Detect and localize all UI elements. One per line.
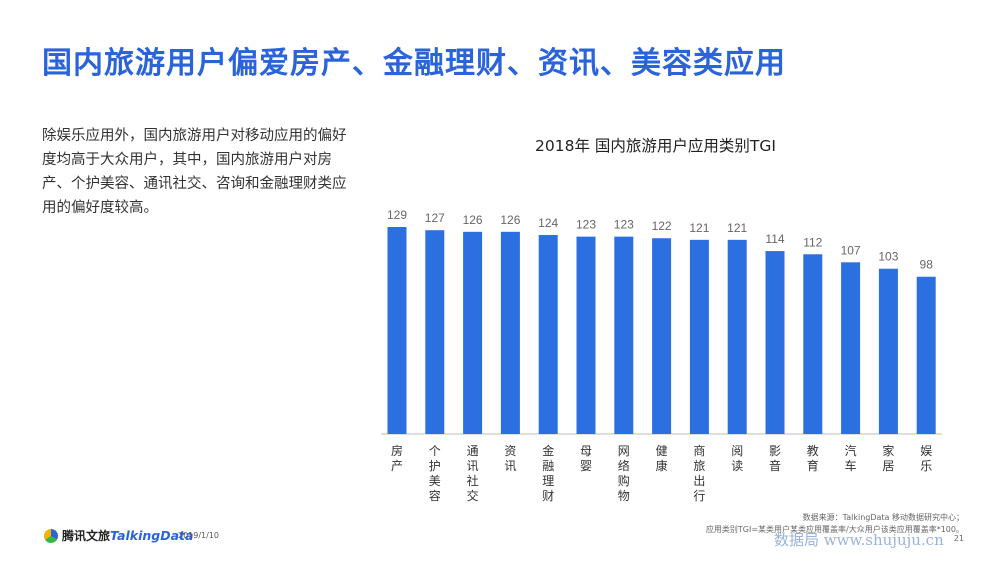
report-date: 2019/1/10 — [178, 531, 220, 540]
data-label: 124 — [538, 216, 558, 230]
category-label: 母婴 — [580, 444, 592, 473]
description-text: 除娱乐应用外，国内旅游用户对移动应用的偏好度均高于大众用户，其中，国内旅游用户对… — [42, 128, 347, 216]
tencent-culture-tourism-logo: 腾讯文旅 — [44, 527, 110, 544]
bar — [538, 235, 558, 434]
data-label: 123 — [614, 218, 634, 232]
bar — [803, 254, 823, 434]
bar — [878, 268, 898, 434]
data-source-note: 数据来源：TalkingData 移动数据研究中心； 应用类别TGI=某类用户某… — [706, 512, 964, 536]
data-label: 107 — [841, 243, 861, 257]
bar — [614, 236, 634, 434]
bar — [916, 276, 936, 434]
bar — [463, 231, 483, 434]
bar — [727, 239, 747, 434]
bar — [765, 251, 785, 434]
talkingdata-logo: TalkingData — [110, 528, 194, 543]
data-label: 98 — [920, 258, 934, 272]
bar — [387, 227, 407, 434]
bar — [576, 236, 596, 434]
tencent-logo-text: 腾讯文旅 — [62, 529, 111, 543]
category-label: 个护美容 — [429, 444, 441, 503]
source-line-2: 应用类别TGI=某类用户某类应用覆盖率/大众用户该类应用覆盖率*100。 — [705, 525, 964, 534]
data-label: 126 — [500, 213, 520, 227]
category-label: 娱乐 — [920, 444, 932, 473]
category-label: 影音 — [769, 444, 781, 473]
chart-title: 2018年 国内旅游用户应用类别TGI — [535, 137, 776, 155]
data-label: 127 — [425, 211, 445, 225]
bar — [425, 230, 445, 434]
data-label: 123 — [576, 218, 596, 232]
category-label: 房产 — [391, 443, 403, 473]
category-label: 阅读 — [731, 444, 743, 473]
data-label: 103 — [878, 250, 898, 264]
data-label: 112 — [803, 235, 822, 249]
bar — [689, 239, 709, 434]
data-label: 122 — [652, 219, 672, 233]
source-line-1: 数据来源：TalkingData 移动数据研究中心； — [802, 513, 964, 522]
category-label: 资讯 — [504, 444, 516, 473]
data-label: 121 — [689, 221, 709, 235]
page-number: 21 — [953, 534, 964, 543]
tencent-logo-icon — [44, 528, 58, 543]
category-label: 家居 — [882, 443, 894, 473]
data-label: 121 — [727, 221, 747, 235]
watermark: 数据局 www.shujuju.cn — [774, 531, 944, 549]
category-label: 网络购物 — [618, 444, 630, 503]
page-title: 国内旅游用户偏爱房产、金融理财、资讯、美容类应用 — [42, 46, 786, 81]
bar — [500, 231, 520, 434]
data-label: 114 — [765, 232, 784, 246]
category-label: 金融理财 — [542, 443, 554, 503]
bar — [652, 238, 672, 434]
category-label: 商旅出行 — [693, 443, 705, 503]
category-label: 教育 — [807, 443, 819, 473]
data-label: 126 — [463, 213, 483, 227]
category-label: 通讯社交 — [467, 444, 479, 503]
category-label: 汽车 — [845, 443, 857, 473]
data-label: 129 — [387, 208, 407, 222]
category-label: 健康 — [656, 444, 668, 473]
bar — [841, 262, 861, 434]
